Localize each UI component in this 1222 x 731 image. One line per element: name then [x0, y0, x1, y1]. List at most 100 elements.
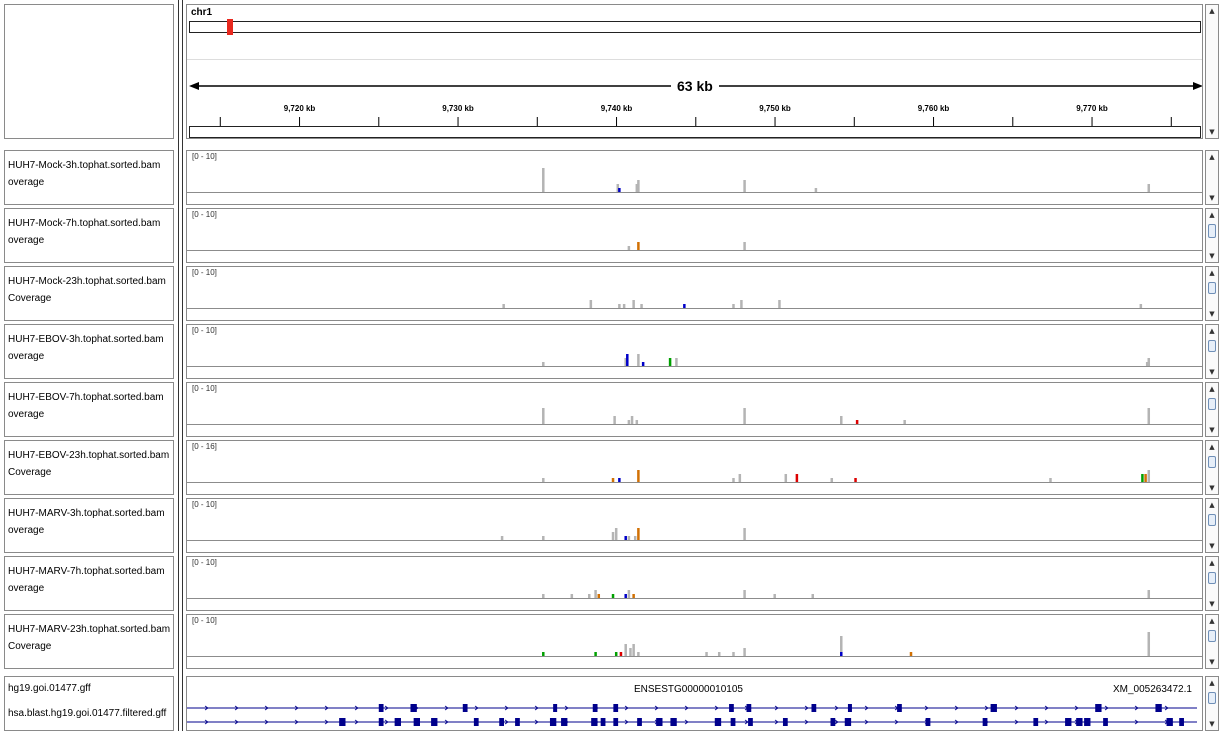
track-scrollbar[interactable]: ▲ ▼	[1205, 266, 1219, 321]
coverage-bar	[1147, 632, 1151, 656]
coverage-track[interactable]: [0 - 10]	[186, 556, 1203, 611]
scroll-down-icon[interactable]: ▼	[1209, 484, 1215, 492]
track-name[interactable]: HUH7-Mock-23h.tophat.sorted.bam	[8, 276, 166, 287]
track-scrollbar[interactable]: ▲ ▼	[1205, 556, 1219, 611]
feature-exon	[592, 704, 598, 712]
data-range-label: [0 - 10]	[192, 500, 217, 509]
annotation-features[interactable]	[187, 677, 1203, 731]
coverage-bar	[542, 408, 545, 424]
track-type: Coverage	[8, 293, 52, 304]
coverage-track[interactable]: [0 - 10]	[186, 382, 1203, 437]
scroll-up-icon[interactable]: ▲	[1209, 211, 1215, 219]
track-name-panel[interactable]: HUH7-Mock-7h.tophat.sorted.bam overage	[4, 208, 174, 263]
coverage-bar	[738, 474, 742, 482]
mismatch-bar	[668, 358, 672, 366]
coverage-bar	[632, 644, 635, 656]
track-scrollbar[interactable]: ▲ ▼	[1205, 614, 1219, 669]
scroll-up-icon[interactable]: ▲	[1209, 153, 1215, 161]
scroll-thumb[interactable]	[1208, 224, 1216, 238]
coverage-track[interactable]: [0 - 10]	[186, 614, 1203, 669]
scroll-up-icon[interactable]: ▲	[1209, 501, 1215, 509]
header-name-panel	[4, 4, 174, 139]
scroll-down-icon[interactable]: ▼	[1209, 310, 1215, 318]
annotation-track-name-2[interactable]: hsa.blast.hg19.goi.01477.filtered.gff	[8, 708, 167, 719]
track-scrollbar[interactable]: ▲ ▼	[1205, 324, 1219, 379]
strand-arrow	[864, 705, 869, 711]
scroll-thumb[interactable]	[1208, 572, 1216, 584]
scroll-up-icon[interactable]: ▲	[1209, 327, 1215, 335]
coverage-track[interactable]: [0 - 10]	[186, 266, 1203, 321]
track-name-panel[interactable]: HUH7-Mock-3h.tophat.sorted.bam overage	[4, 150, 174, 205]
scroll-thumb[interactable]	[1208, 398, 1216, 410]
scroll-thumb[interactable]	[1208, 282, 1216, 294]
track-scrollbar[interactable]: ▲ ▼	[1205, 208, 1219, 263]
coverage-bar	[1049, 478, 1052, 482]
scroll-down-icon[interactable]: ▼	[1209, 194, 1215, 202]
coverage-bar	[633, 536, 637, 540]
track-name[interactable]: HUH7-MARV-3h.tophat.sorted.bam	[8, 508, 165, 519]
scroll-up-icon[interactable]: ▲	[1209, 617, 1215, 625]
track-name[interactable]: HUH7-EBOV-7h.tophat.sorted.bam	[8, 392, 164, 403]
track-name-panel[interactable]: HUH7-EBOV-3h.tophat.sorted.bam overage	[4, 324, 174, 379]
coverage-track[interactable]: [0 - 10]	[186, 324, 1203, 379]
track-scrollbar[interactable]: ▲ ▼	[1205, 498, 1219, 553]
track-name[interactable]: HUH7-EBOV-23h.tophat.sorted.bam	[8, 450, 170, 461]
scroll-up-icon[interactable]: ▲	[1209, 679, 1215, 687]
track-name[interactable]: HUH7-Mock-7h.tophat.sorted.bam	[8, 218, 161, 229]
strand-arrow	[684, 705, 689, 711]
scroll-up-icon[interactable]: ▲	[1209, 269, 1215, 277]
strand-arrow	[1014, 705, 1019, 711]
coverage-track[interactable]: [0 - 10]	[186, 150, 1203, 205]
track-scrollbar[interactable]: ▲ ▼	[1205, 150, 1219, 205]
track-name-panel[interactable]: HUH7-EBOV-23h.tophat.sorted.bam Coverage	[4, 440, 174, 495]
track-name-panel[interactable]: HUH7-MARV-3h.tophat.sorted.bam overage	[4, 498, 174, 553]
scroll-down-icon[interactable]: ▼	[1209, 426, 1215, 434]
scroll-up-icon[interactable]: ▲	[1209, 559, 1215, 567]
track-scrollbar[interactable]: ▲ ▼	[1205, 382, 1219, 437]
strand-arrow	[654, 705, 659, 711]
scroll-thumb[interactable]	[1208, 340, 1216, 352]
track-name-panel[interactable]: HUH7-MARV-23h.tophat.sorted.bam Coverage	[4, 614, 174, 669]
strand-arrow	[864, 719, 869, 725]
track-name-panel[interactable]: HUH7-Mock-23h.tophat.sorted.bam Coverage	[4, 266, 174, 321]
coverage-plot	[187, 528, 1202, 541]
feature-exon	[730, 718, 736, 726]
feature-exon	[553, 704, 558, 712]
coverage-track[interactable]: [0 - 10]	[186, 498, 1203, 553]
track-name-panel[interactable]: HUH7-MARV-7h.tophat.sorted.bam overage	[4, 556, 174, 611]
coverage-plot	[187, 242, 1202, 251]
coverage-bar	[811, 594, 814, 598]
coverage-track[interactable]: [0 - 16]	[186, 440, 1203, 495]
scroll-down-icon[interactable]: ▼	[1209, 542, 1215, 550]
track-name[interactable]: HUH7-EBOV-3h.tophat.sorted.bam	[8, 334, 164, 345]
track-name[interactable]: HUH7-MARV-23h.tophat.sorted.bam	[8, 624, 171, 635]
scroll-down-icon[interactable]: ▼	[1209, 128, 1215, 136]
scroll-up-icon[interactable]: ▲	[1209, 443, 1215, 451]
header-scrollbar[interactable]: ▲ ▼	[1205, 4, 1219, 139]
scroll-down-icon[interactable]: ▼	[1209, 600, 1215, 608]
scroll-thumb[interactable]	[1208, 514, 1216, 526]
scroll-thumb[interactable]	[1208, 630, 1216, 642]
scroll-down-icon[interactable]: ▼	[1209, 658, 1215, 666]
track-name[interactable]: HUH7-MARV-7h.tophat.sorted.bam	[8, 566, 165, 577]
annotation-scrollbar[interactable]: ▲ ▼	[1205, 676, 1219, 731]
track-type: overage	[8, 525, 45, 536]
track-name-panel[interactable]: HUH7-EBOV-7h.tophat.sorted.bam overage	[4, 382, 174, 437]
scroll-down-icon[interactable]: ▼	[1209, 368, 1215, 376]
scroll-down-icon[interactable]: ▼	[1209, 252, 1215, 260]
scroll-thumb[interactable]	[1208, 456, 1216, 468]
strand-arrow	[444, 705, 449, 711]
scroll-down-icon[interactable]: ▼	[1209, 720, 1215, 728]
scroll-up-icon[interactable]: ▲	[1209, 7, 1215, 15]
coverage-track[interactable]: [0 - 10]	[186, 208, 1203, 263]
track-name[interactable]: HUH7-Mock-3h.tophat.sorted.bam	[8, 160, 161, 171]
scroll-thumb[interactable]	[1208, 692, 1216, 704]
scroll-up-icon[interactable]: ▲	[1209, 385, 1215, 393]
chromosome-ideogram[interactable]	[189, 19, 1201, 35]
strand-arrow	[1134, 705, 1139, 711]
annotation-track-name-1[interactable]: hg19.goi.01477.gff	[8, 683, 91, 694]
feature-exon	[1076, 718, 1083, 726]
track-scrollbar[interactable]: ▲ ▼	[1205, 440, 1219, 495]
coverage-bar	[632, 300, 635, 308]
panel-divider[interactable]	[178, 0, 183, 731]
